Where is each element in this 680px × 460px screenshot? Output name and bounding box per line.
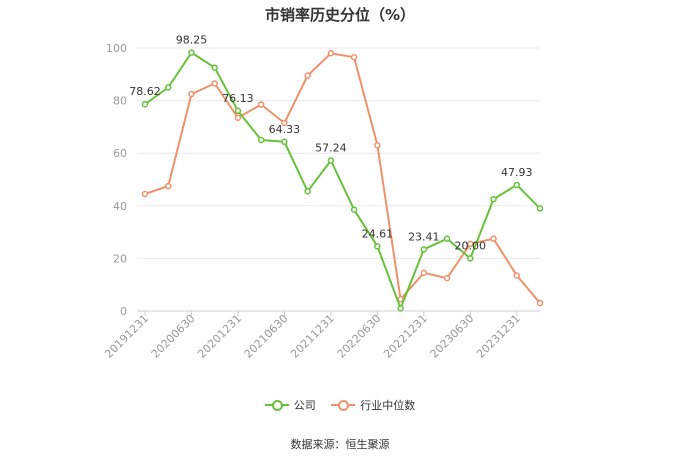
y-tick-label: 0 bbox=[120, 305, 127, 318]
y-tick-label: 40 bbox=[113, 200, 127, 213]
y-tick-label: 80 bbox=[113, 95, 127, 108]
data-point-company bbox=[490, 195, 497, 203]
data-label: 57.24 bbox=[315, 141, 347, 154]
data-label: 23.41 bbox=[408, 230, 440, 243]
legend-item-industry[interactable]: 行业中位数 bbox=[331, 397, 415, 413]
data-label: 98.25 bbox=[176, 34, 208, 47]
x-tick-label: 20220630 bbox=[335, 312, 384, 361]
x-tick-label: 20231231 bbox=[474, 312, 523, 361]
data-point-company bbox=[350, 206, 358, 213]
x-tick-label: 20191231 bbox=[102, 312, 151, 361]
y-tick-label: 20 bbox=[113, 252, 127, 265]
data-point-industry bbox=[304, 72, 311, 79]
data-point-company bbox=[443, 235, 451, 242]
data-point-industry bbox=[188, 90, 195, 98]
data-point-company bbox=[281, 138, 288, 146]
data-point-industry bbox=[513, 272, 521, 279]
x-tick-label: 20201231 bbox=[195, 312, 244, 361]
legend-swatch-company bbox=[264, 400, 289, 411]
data-label: 20.00 bbox=[455, 239, 487, 252]
data-label: 78.62 bbox=[129, 85, 161, 98]
legend-item-company[interactable]: 公司 bbox=[264, 397, 316, 413]
x-tick-label: 20200630 bbox=[149, 312, 198, 361]
data-point-company bbox=[536, 205, 544, 212]
data-point-company bbox=[141, 100, 149, 108]
data-label: 47.93 bbox=[501, 166, 533, 179]
data-point-industry bbox=[257, 101, 265, 108]
data-point-industry bbox=[327, 50, 335, 57]
data-point-company bbox=[374, 243, 381, 250]
data-label: 64.33 bbox=[269, 123, 301, 136]
data-point-company bbox=[211, 64, 218, 71]
legend: 公司 行业中位数 bbox=[0, 397, 680, 413]
series-line-company bbox=[144, 51, 541, 310]
y-tick-label: 60 bbox=[113, 147, 127, 160]
data-point-industry bbox=[234, 114, 242, 121]
data-point-company bbox=[257, 136, 265, 144]
data-point-company bbox=[164, 84, 172, 91]
data-point-industry bbox=[443, 274, 451, 282]
data-label: 24.61 bbox=[362, 227, 394, 240]
data-point-industry bbox=[374, 142, 381, 149]
data-point-industry bbox=[536, 299, 544, 307]
data-point-company bbox=[513, 181, 521, 189]
data-point-industry bbox=[281, 119, 288, 127]
data-point-industry bbox=[350, 53, 358, 61]
legend-label-company: 公司 bbox=[293, 399, 316, 412]
data-point-company bbox=[397, 305, 404, 312]
legend-label-industry: 行业中位数 bbox=[360, 399, 416, 412]
series-line-industry bbox=[144, 52, 541, 304]
data-label: 76.13 bbox=[222, 92, 254, 105]
y-tick-label: 100 bbox=[106, 42, 127, 55]
x-tick-label: 20210630 bbox=[242, 312, 291, 361]
data-point-industry bbox=[141, 190, 149, 198]
x-tick-label: 20211231 bbox=[288, 312, 337, 361]
data-point-industry bbox=[211, 80, 218, 87]
data-point-industry bbox=[490, 235, 497, 242]
source-note: 数据来源：恒生聚源 bbox=[290, 438, 390, 451]
data-point-company bbox=[467, 255, 474, 262]
data-point-company bbox=[327, 157, 335, 164]
x-tick-label: 20221231 bbox=[381, 312, 430, 361]
data-point-company bbox=[304, 188, 311, 195]
data-point-company bbox=[234, 107, 242, 115]
data-point-industry bbox=[420, 269, 428, 277]
legend-swatch-industry bbox=[331, 400, 356, 411]
data-point-industry bbox=[164, 182, 172, 190]
data-point-company bbox=[420, 246, 428, 253]
x-tick-label: 20230630 bbox=[428, 312, 477, 361]
data-point-company bbox=[188, 49, 195, 56]
data-point-industry bbox=[467, 240, 474, 248]
chart-title: 市销率历史分位（%） bbox=[264, 6, 416, 24]
